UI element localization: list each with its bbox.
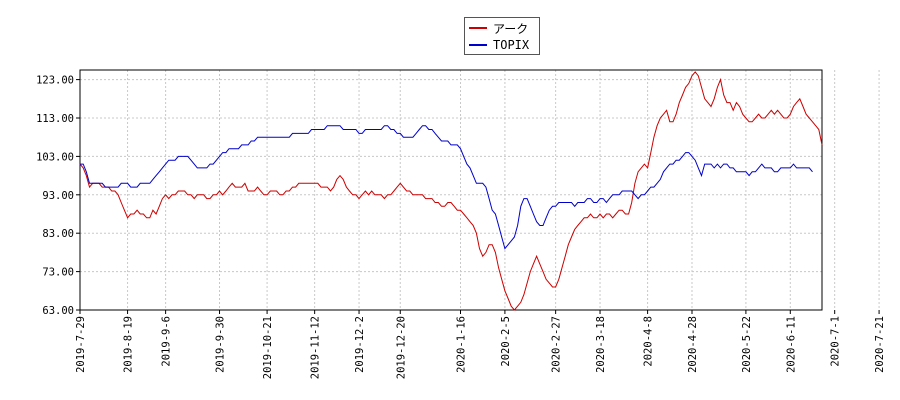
x-tick-label: 2020-2-5 [500,316,512,367]
legend-item-ark: アーク [469,20,528,36]
x-tick-label: 2019-9-6 [161,316,173,367]
y-tick-label: 113.00 [36,113,74,125]
series-line-topix [80,125,813,250]
x-tick-label: 2019-12-20 [395,316,407,379]
y-tick-label: 73.00 [42,267,74,279]
plot-area [79,69,823,311]
legend-swatch-topix [469,44,487,46]
x-tick-label: 2019-8-19 [123,316,135,373]
x-tick-label: 2019-10-21 [262,316,274,379]
grid [79,70,880,311]
legend: アーク TOPIX [464,17,540,55]
x-tick-label: 2020-2-27 [551,316,563,373]
y-tick-label: 103.00 [36,151,74,163]
y-axis: 123.00 113.00 103.00 93.00 83.00 73.00 63.00 [36,75,80,317]
x-tick-label: 2020-3-18 [595,316,607,373]
legend-label-ark: アーク [493,21,529,36]
legend-label-topix: TOPIX [493,38,530,52]
x-tick-label: 2020-4-8 [643,316,655,367]
x-tick-label: 2019-9-30 [215,316,227,373]
series-lines [79,71,823,311]
y-tick-label: 63.00 [42,305,74,317]
x-tick-label: 2020-7-21 [874,316,886,373]
x-tick-label: 2020-4-28 [687,316,699,373]
x-tick-label: 2020-7-1 [830,316,842,367]
x-tick-label: 2020-5-22 [741,316,753,373]
x-tick-label: 2019-7-29 [75,316,87,373]
series-line-ark [79,71,823,311]
x-tick-label: 2020-6-11 [785,316,797,373]
y-tick-label: 123.00 [36,75,74,87]
x-tick-label: 2020-1-16 [456,316,468,373]
y-tick-label: 83.00 [42,228,74,240]
y-tick-label: 93.00 [42,190,74,202]
x-tick-label: 2019-11-12 [310,316,322,379]
legend-swatch-ark [469,27,487,29]
x-axis: 2019-7-29 2019-8-19 2019-9-6 2019-9-30 2019-… [75,310,886,379]
legend-item-topix: TOPIX [469,37,529,53]
x-tick-label: 2019-12-2 [354,316,366,373]
